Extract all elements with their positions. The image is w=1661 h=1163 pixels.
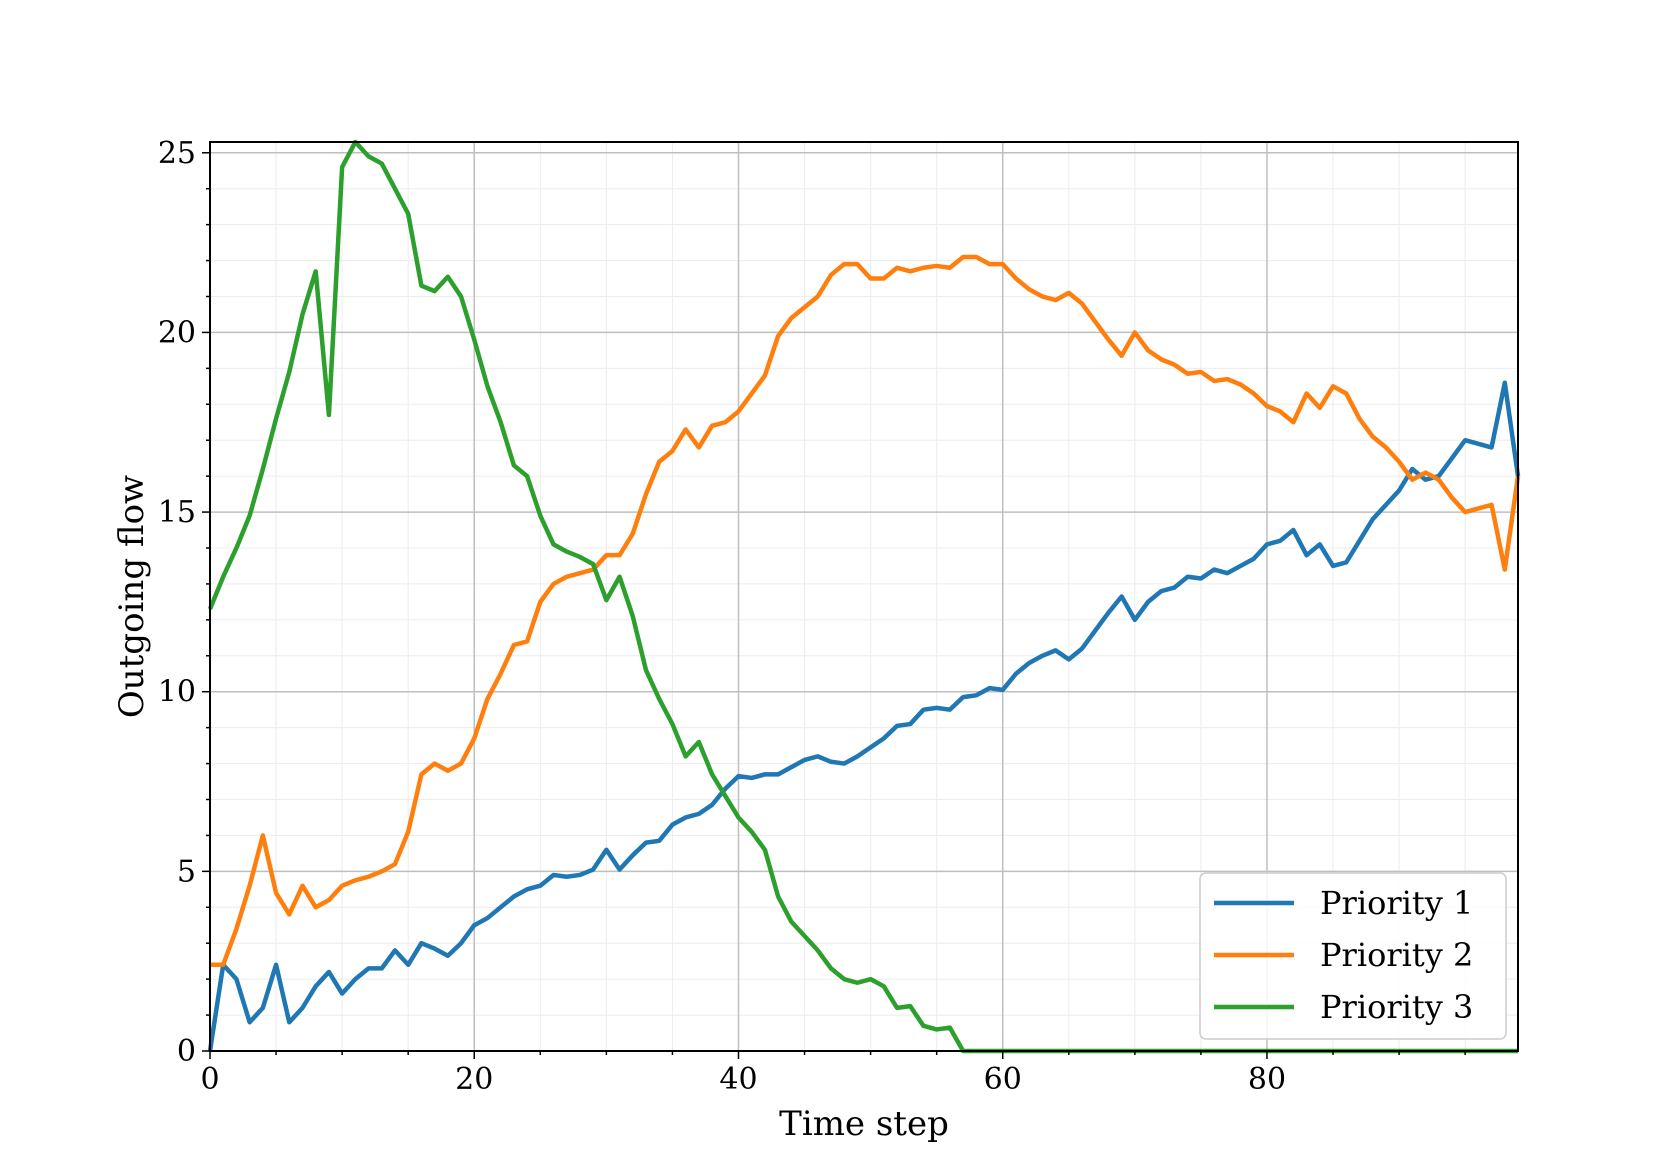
y-tick-label: 10 [158, 675, 196, 710]
legend-label: Priority 2 [1320, 936, 1473, 974]
y-tick-label: 0 [177, 1034, 196, 1069]
plot-frame [209, 141, 1519, 1052]
y-axis-ticks: 0 5 10 15 20 25 [158, 136, 210, 1069]
series-line-priority-2 [210, 254, 1521, 968]
x-axis-ticks: 0 20 40 60 80 [200, 1051, 1466, 1097]
y-tick-label: 20 [158, 315, 196, 350]
y-tick-label: 15 [158, 495, 196, 530]
major-grid [210, 142, 1518, 1051]
legend: Priority 1 Priority 2 Priority 3 [1199, 872, 1507, 1040]
series-line-priority-1 [207, 380, 1521, 1052]
legend-label: Priority 1 [1320, 884, 1473, 922]
minor-grid [210, 142, 1518, 1051]
y-axis-label: Outgoing flow [112, 475, 152, 718]
legend-box [1199, 872, 1507, 1040]
x-tick-label: 80 [1248, 1062, 1286, 1097]
x-tick-label: 0 [200, 1062, 219, 1097]
x-axis-label: Time step [779, 1104, 949, 1144]
legend-items: Priority 1 Priority 2 Priority 3 [1214, 884, 1473, 1026]
legend-label: Priority 3 [1320, 988, 1473, 1026]
x-tick-label: 20 [455, 1062, 493, 1097]
plot-area [207, 139, 1521, 1054]
x-tick-label: 60 [984, 1062, 1022, 1097]
y-tick-label: 25 [158, 136, 196, 171]
y-tick-label: 5 [177, 854, 196, 889]
x-tick-label: 40 [719, 1062, 757, 1097]
